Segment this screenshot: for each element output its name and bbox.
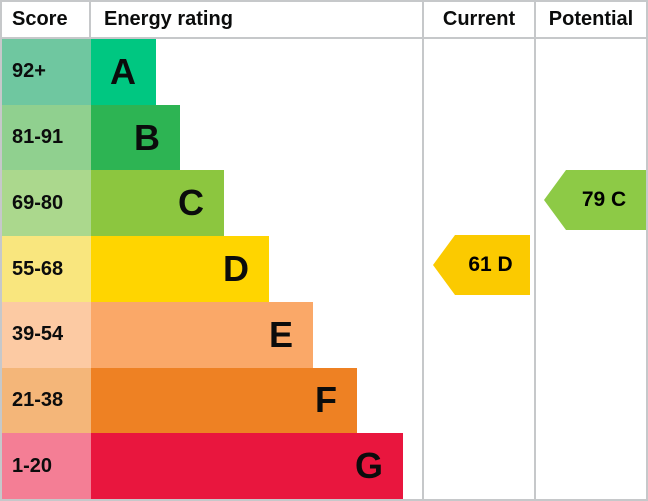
current-rating-arrow: 61 D bbox=[433, 235, 530, 295]
band-row-f: 21-38 F bbox=[2, 367, 422, 434]
band-bar-a: A bbox=[91, 39, 156, 105]
current-column: 61 D bbox=[422, 39, 534, 499]
score-range-a: 92+ bbox=[2, 39, 91, 105]
header-current: Current bbox=[422, 2, 534, 37]
band-row-b: 81-91 B bbox=[2, 104, 422, 171]
band-bar-e: E bbox=[91, 301, 313, 368]
band-row-g: 1-20 G bbox=[2, 433, 422, 500]
potential-rating-arrow: 79 C bbox=[544, 170, 646, 230]
band-row-d: 55-68 D bbox=[2, 236, 422, 302]
band-row-e: 39-54 E bbox=[2, 301, 422, 368]
score-range-e: 39-54 bbox=[2, 301, 91, 368]
score-range-g: 1-20 bbox=[2, 433, 91, 500]
band-bar-f: F bbox=[91, 367, 357, 434]
score-range-d: 55-68 bbox=[2, 236, 91, 302]
header-score: Score bbox=[2, 2, 91, 37]
header-energy-rating: Energy rating bbox=[104, 8, 233, 30]
potential-column: 79 C bbox=[534, 39, 646, 499]
chart-body: 92+ A 81-91 B 69-80 C 55-68 D 39-54 E 21… bbox=[2, 39, 646, 500]
band-row-c: 69-80 C bbox=[2, 170, 422, 237]
band-bar-b: B bbox=[91, 104, 180, 171]
band-bar-c: C bbox=[91, 170, 224, 237]
chart-header-row: Score Energy rating Current Potential bbox=[2, 2, 646, 39]
band-bar-g: G bbox=[91, 433, 403, 500]
score-range-c: 69-80 bbox=[2, 170, 91, 237]
header-potential: Potential bbox=[534, 2, 646, 37]
score-range-b: 81-91 bbox=[2, 104, 91, 171]
band-bar-d: D bbox=[91, 236, 269, 302]
score-range-f: 21-38 bbox=[2, 367, 91, 434]
energy-bands: 92+ A 81-91 B 69-80 C 55-68 D 39-54 E 21… bbox=[2, 39, 422, 500]
band-row-a: 92+ A bbox=[2, 39, 422, 105]
